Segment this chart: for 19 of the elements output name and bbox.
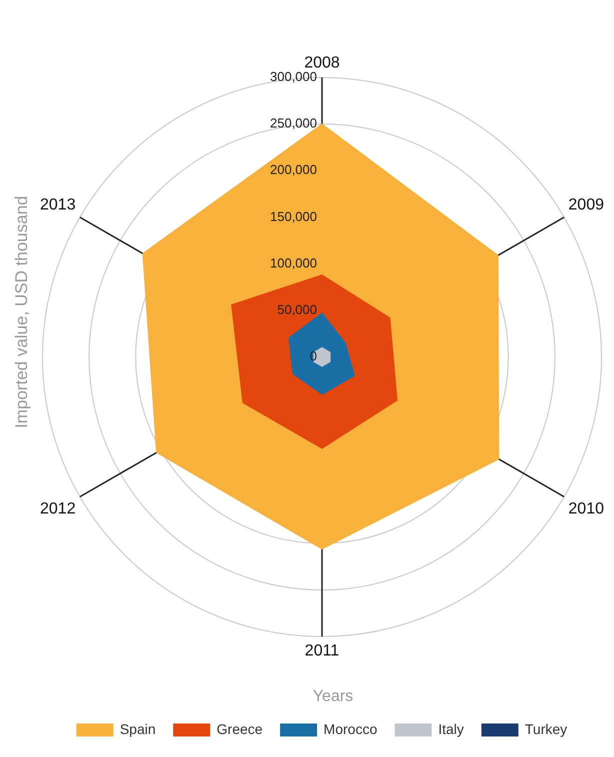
legend-label: Spain [120,720,156,737]
legend-label: Greece [216,720,263,737]
spoke-label: 2013 [40,196,76,214]
text: Imported value, USD thousand [12,196,32,428]
spoke-label: 2010 [568,500,604,518]
spoke-label: 2009 [568,196,604,214]
y-tick-label: 200,000 [270,162,317,178]
spoke-label: 2012 [40,500,76,518]
y-tick-label: 150,000 [270,208,317,224]
spoke-label: 2008 [304,54,340,72]
y-tick-label: 50,000 [277,302,317,317]
y-tick-label: 100,000 [270,255,317,270]
text: Years [312,688,354,706]
y-tick-label: 300,000 [270,69,317,84]
spoke-label: 2011 [304,642,340,660]
legend-label: Turkey [524,720,568,737]
y-tick-label: 250,000 [270,116,317,131]
legend-label: Italy [438,720,464,737]
legend-label: Morocco [324,720,378,737]
